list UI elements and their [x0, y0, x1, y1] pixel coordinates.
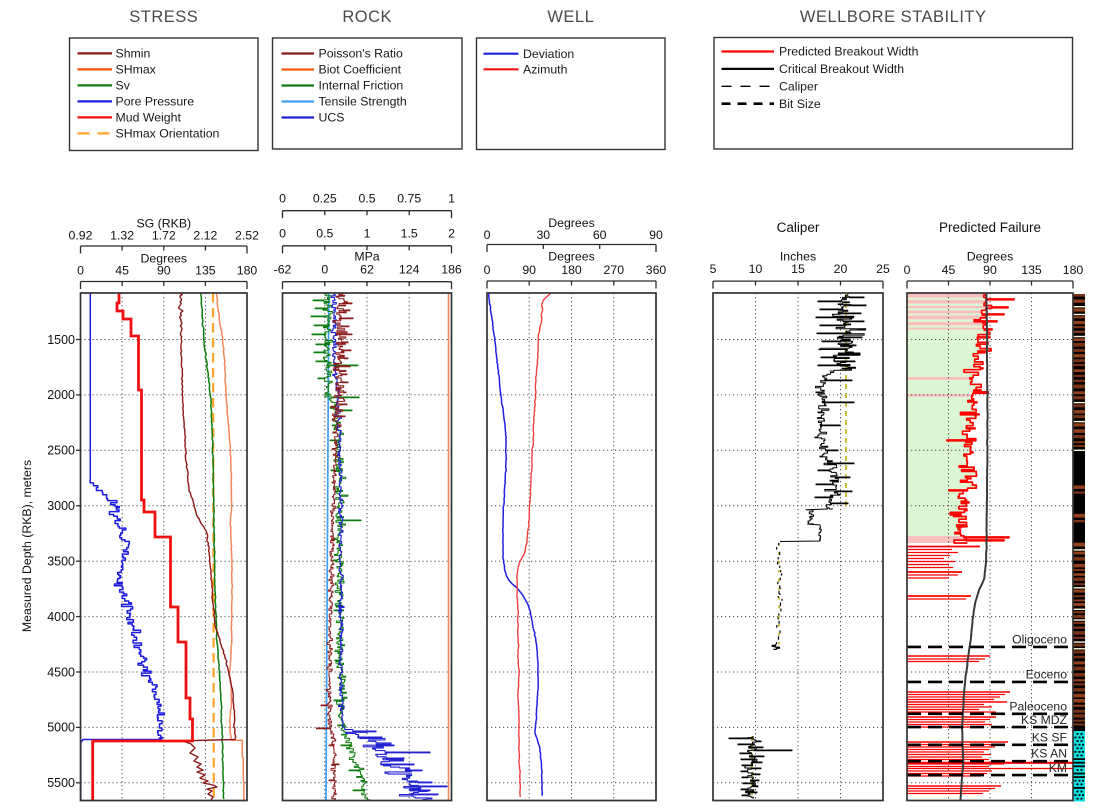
- svg-text:1.5: 1.5: [401, 227, 418, 241]
- svg-text:Measured Depth (RKB), meters: Measured Depth (RKB), meters: [20, 460, 34, 632]
- svg-text:180: 180: [1063, 263, 1084, 277]
- svg-text:KM: KM: [1049, 761, 1067, 775]
- svg-text:Degrees: Degrees: [548, 216, 594, 230]
- svg-text:SHmax: SHmax: [116, 63, 157, 77]
- svg-text:0.75: 0.75: [397, 192, 421, 206]
- svg-text:MPa: MPa: [354, 250, 379, 264]
- svg-text:2.12: 2.12: [193, 229, 217, 243]
- svg-text:Mud Weight: Mud Weight: [116, 111, 182, 125]
- svg-text:ROCK: ROCK: [342, 8, 392, 26]
- svg-text:0.25: 0.25: [313, 192, 337, 206]
- svg-text:0.92: 0.92: [69, 229, 93, 243]
- svg-text:45: 45: [942, 263, 956, 277]
- svg-text:360: 360: [646, 263, 667, 277]
- svg-text:STRESS: STRESS: [129, 8, 198, 26]
- svg-text:25: 25: [876, 262, 890, 276]
- svg-text:15: 15: [791, 262, 805, 276]
- svg-text:90: 90: [522, 263, 536, 277]
- svg-text:KS SF: KS SF: [1032, 730, 1067, 744]
- svg-text:Bit Size: Bit Size: [779, 97, 821, 111]
- svg-text:Shmin: Shmin: [116, 47, 151, 61]
- svg-text:Critical Breakout Width: Critical Breakout Width: [779, 62, 904, 76]
- svg-text:90: 90: [157, 264, 171, 278]
- svg-text:0: 0: [484, 228, 491, 242]
- svg-text:Pore Pressure: Pore Pressure: [116, 95, 195, 109]
- svg-text:60: 60: [593, 228, 607, 242]
- svg-text:Eoceno: Eoceno: [1026, 668, 1068, 682]
- svg-text:Predicted Failure: Predicted Failure: [939, 220, 1041, 235]
- svg-text:4500: 4500: [47, 665, 75, 679]
- svg-text:SHmax Orientation: SHmax Orientation: [116, 127, 220, 141]
- svg-text:124: 124: [399, 263, 420, 277]
- svg-text:Predicted Breakout Width: Predicted Breakout Width: [779, 45, 919, 59]
- svg-text:-62: -62: [274, 263, 292, 277]
- svg-text:Deviation: Deviation: [523, 47, 574, 61]
- svg-text:180: 180: [561, 263, 582, 277]
- svg-text:180: 180: [237, 264, 258, 278]
- svg-text:0.5: 0.5: [316, 227, 333, 241]
- svg-text:2000: 2000: [47, 388, 75, 402]
- svg-text:5500: 5500: [47, 776, 75, 790]
- svg-text:KS MDZ: KS MDZ: [1021, 713, 1068, 727]
- svg-text:Poisson's Ratio: Poisson's Ratio: [319, 47, 404, 61]
- svg-text:0: 0: [279, 227, 286, 241]
- svg-text:Degrees: Degrees: [548, 250, 594, 264]
- svg-text:90: 90: [983, 263, 997, 277]
- svg-text:Biot Coefficient: Biot Coefficient: [319, 63, 402, 77]
- svg-text:20: 20: [834, 262, 848, 276]
- svg-text:135: 135: [1021, 263, 1042, 277]
- svg-text:SG (RKB): SG (RKB): [136, 217, 191, 231]
- svg-text:2500: 2500: [47, 444, 75, 458]
- svg-text:4000: 4000: [47, 610, 75, 624]
- svg-text:0: 0: [77, 264, 84, 278]
- svg-text:1.32: 1.32: [110, 229, 134, 243]
- svg-text:WELL: WELL: [547, 8, 594, 26]
- svg-text:0.5: 0.5: [358, 192, 375, 206]
- svg-text:135: 135: [195, 264, 216, 278]
- svg-text:3500: 3500: [47, 555, 75, 569]
- svg-text:Oligoceno: Oligoceno: [1012, 632, 1067, 646]
- svg-text:Degrees: Degrees: [141, 252, 187, 266]
- svg-text:3000: 3000: [47, 499, 75, 513]
- svg-text:Caliper: Caliper: [779, 80, 818, 94]
- svg-text:WELLBORE STABILITY: WELLBORE STABILITY: [800, 8, 987, 26]
- svg-text:UCS: UCS: [319, 111, 345, 125]
- svg-text:62: 62: [360, 263, 374, 277]
- svg-text:Tensile Strength: Tensile Strength: [319, 95, 407, 109]
- svg-text:KS AN: KS AN: [1031, 747, 1067, 761]
- svg-text:Inches: Inches: [780, 250, 816, 264]
- svg-text:5000: 5000: [47, 721, 75, 735]
- svg-text:0: 0: [904, 263, 911, 277]
- svg-text:Internal Friction: Internal Friction: [319, 79, 404, 93]
- svg-text:5: 5: [710, 262, 717, 276]
- svg-text:2.52: 2.52: [235, 229, 259, 243]
- svg-text:270: 270: [604, 263, 625, 277]
- svg-text:Degrees: Degrees: [967, 250, 1013, 264]
- svg-text:Paleoceno: Paleoceno: [1009, 700, 1067, 714]
- svg-text:186: 186: [441, 263, 462, 277]
- svg-text:0: 0: [484, 263, 491, 277]
- svg-text:1.72: 1.72: [152, 229, 176, 243]
- svg-text:Sv: Sv: [116, 79, 131, 93]
- svg-text:0: 0: [321, 263, 328, 277]
- svg-text:1: 1: [364, 227, 371, 241]
- svg-text:10: 10: [749, 262, 763, 276]
- svg-text:Caliper: Caliper: [777, 220, 820, 235]
- svg-text:90: 90: [649, 228, 663, 242]
- svg-text:30: 30: [536, 228, 550, 242]
- svg-text:0: 0: [279, 192, 286, 206]
- svg-text:1500: 1500: [47, 333, 75, 347]
- svg-text:45: 45: [115, 264, 129, 278]
- svg-text:Azimuth: Azimuth: [523, 63, 568, 77]
- svg-text:2: 2: [448, 227, 455, 241]
- svg-text:1: 1: [448, 192, 455, 206]
